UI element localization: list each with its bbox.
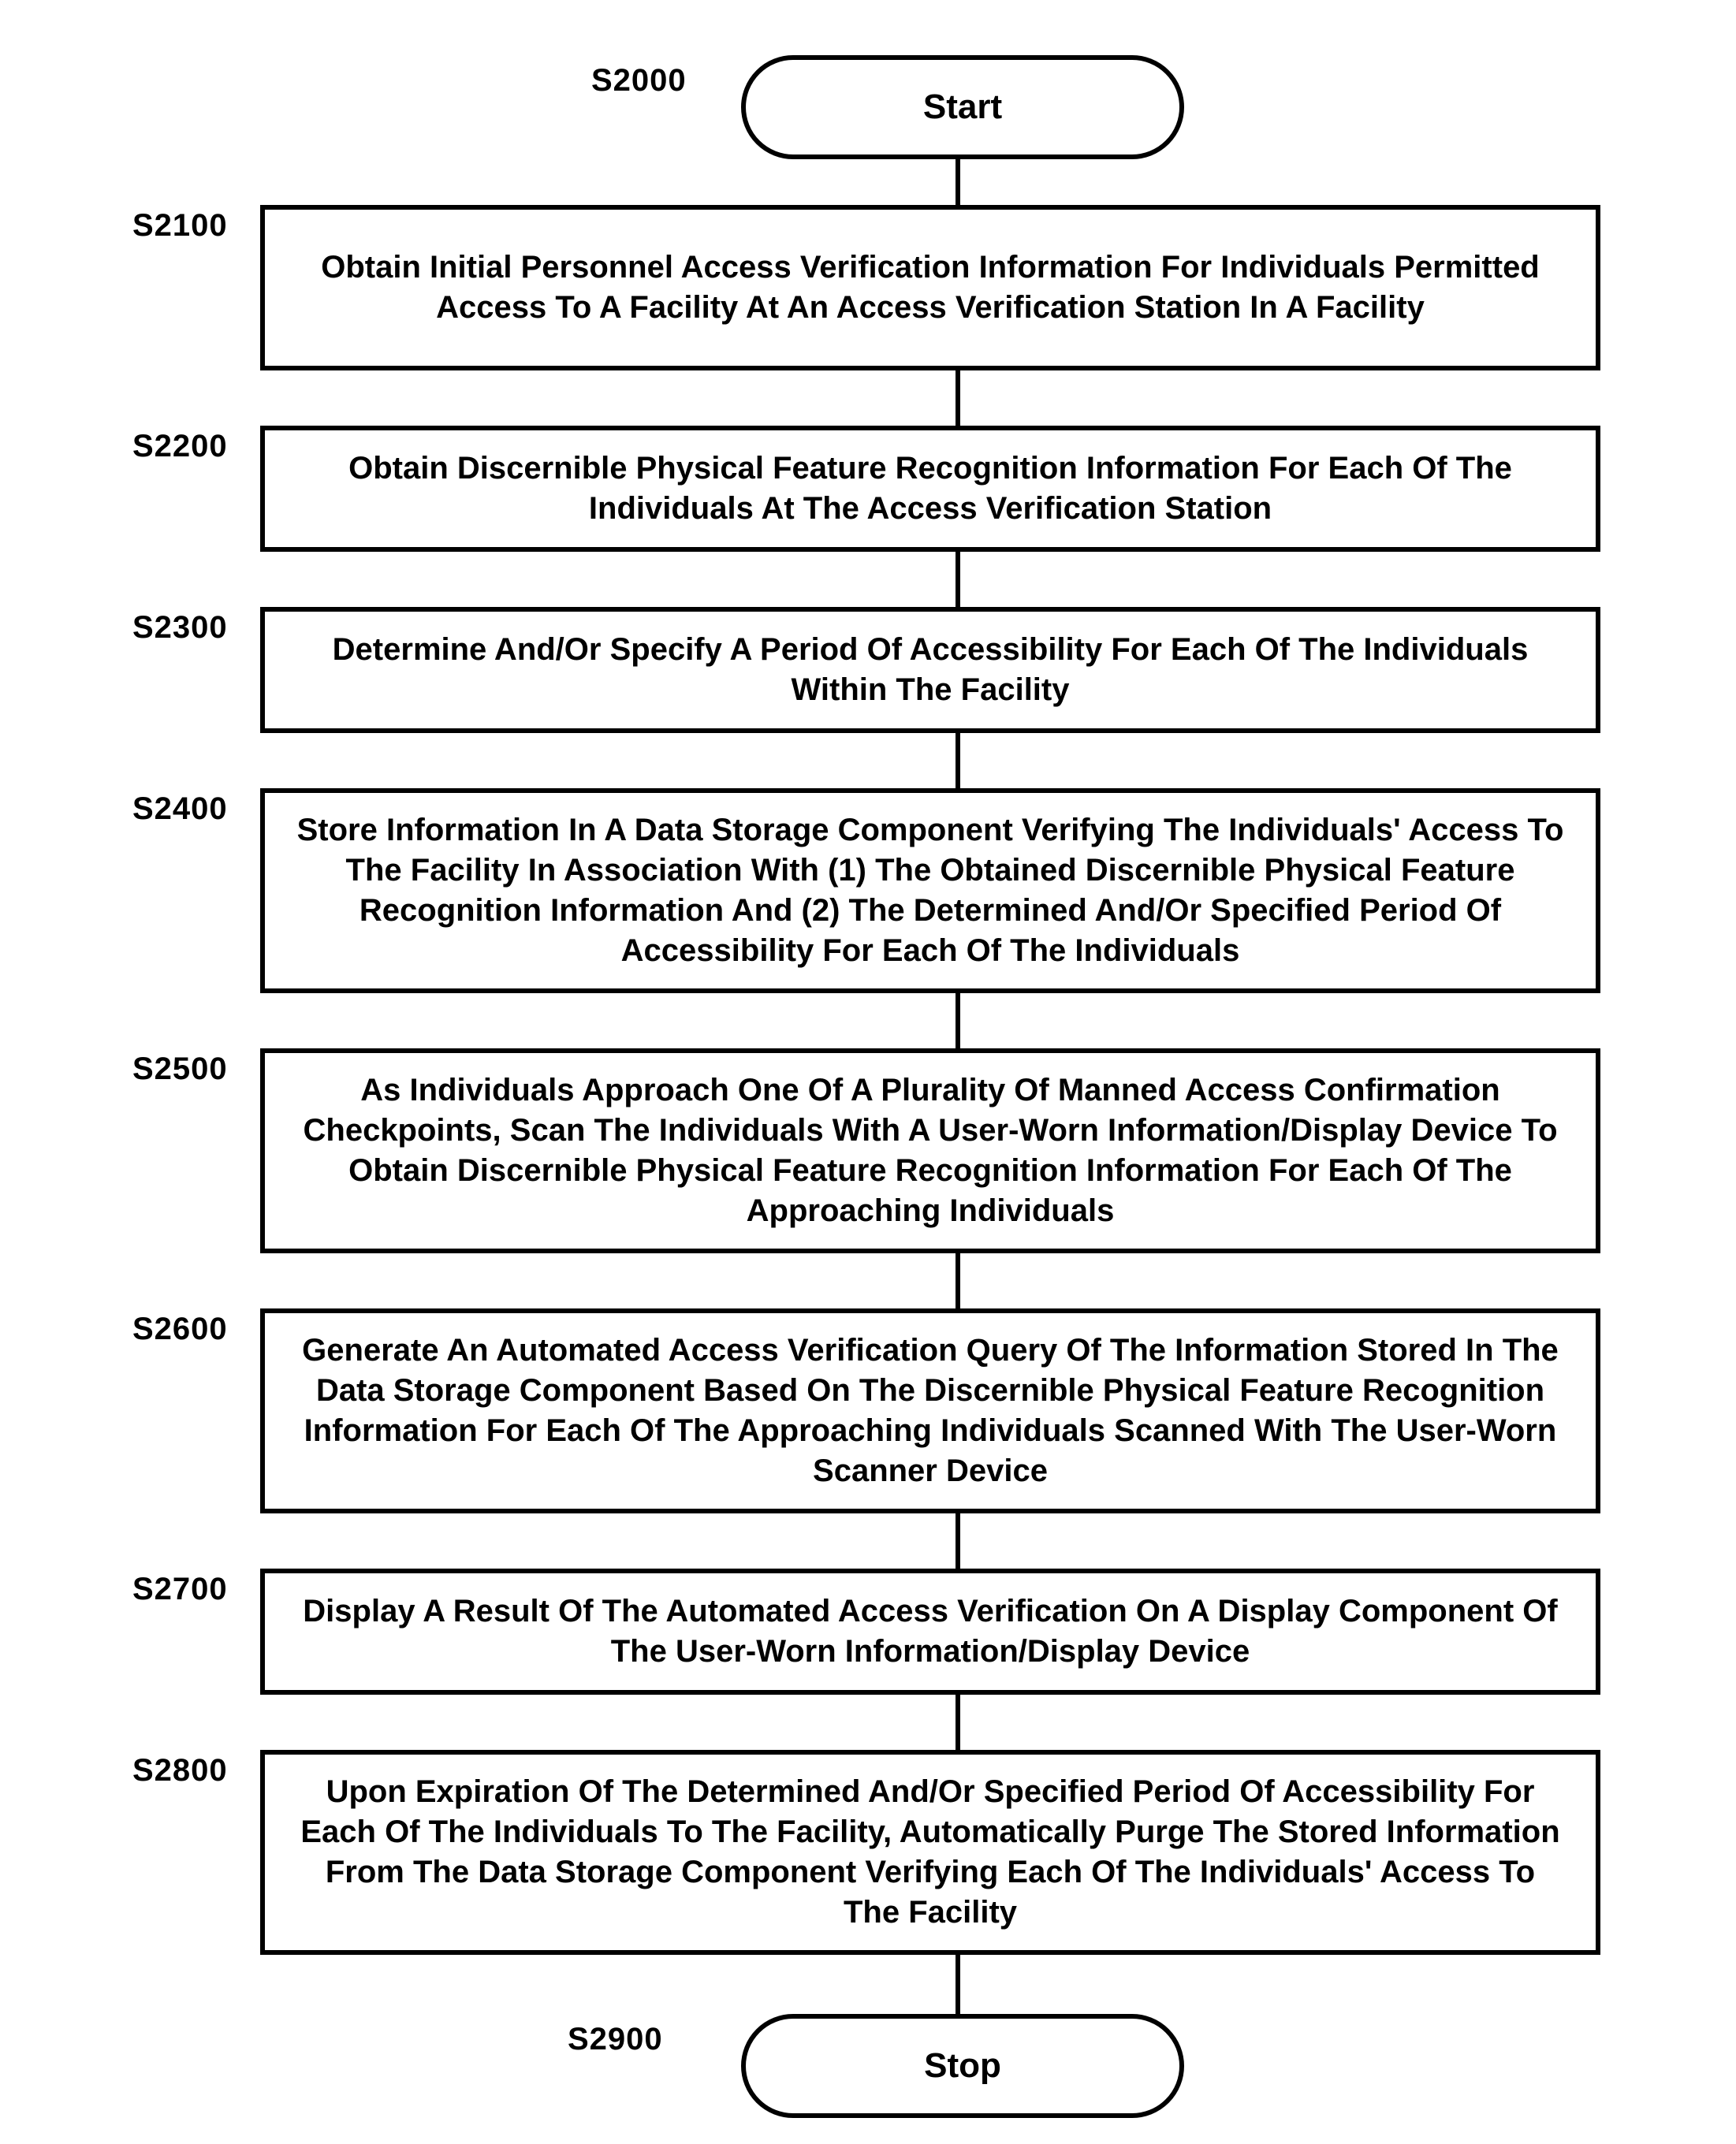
- step-label-S2400: S2400: [132, 791, 228, 827]
- step-label-S2200: S2200: [132, 429, 228, 464]
- process-text-p2300: Determine And/Or Specify A Period Of Acc…: [296, 630, 1564, 710]
- connector-1: [956, 370, 960, 426]
- connector-8: [956, 1955, 960, 2014]
- step-label-S2600: S2600: [132, 1312, 228, 1347]
- process-p2600: Generate An Automated Access Verificatio…: [260, 1308, 1600, 1513]
- connector-7: [956, 1695, 960, 1750]
- process-p2400: Store Information In A Data Storage Comp…: [260, 788, 1600, 993]
- process-text-p2400: Store Information In A Data Storage Comp…: [296, 810, 1564, 972]
- process-p2100: Obtain Initial Personnel Access Verifica…: [260, 205, 1600, 370]
- process-text-p2500: As Individuals Approach One Of A Plurali…: [296, 1070, 1564, 1232]
- connector-5: [956, 1253, 960, 1308]
- step-label-S2300: S2300: [132, 610, 228, 646]
- process-p2700: Display A Result Of The Automated Access…: [260, 1569, 1600, 1695]
- process-p2300: Determine And/Or Specify A Period Of Acc…: [260, 607, 1600, 733]
- terminal-stop: Stop: [741, 2014, 1184, 2118]
- process-text-p2100: Obtain Initial Personnel Access Verifica…: [296, 248, 1564, 328]
- terminal-label-stop: Stop: [924, 2046, 1001, 2086]
- flowchart-canvas: Start Stop Obtain Initial Personnel Access…: [0, 0, 1736, 2144]
- step-label-S2800: S2800: [132, 1753, 228, 1789]
- step-label-S2500: S2500: [132, 1052, 228, 1087]
- step-label-S2900: S2900: [568, 2022, 663, 2057]
- process-p2800: Upon Expiration Of The Determined And/Or…: [260, 1750, 1600, 1955]
- terminal-label-start: Start: [923, 87, 1002, 127]
- step-label-S2000: S2000: [591, 63, 687, 99]
- terminal-start: Start: [741, 55, 1184, 159]
- process-p2500: As Individuals Approach One Of A Plurali…: [260, 1048, 1600, 1253]
- connector-4: [956, 993, 960, 1048]
- connector-6: [956, 1513, 960, 1569]
- step-label-S2700: S2700: [132, 1572, 228, 1607]
- connector-2: [956, 552, 960, 607]
- process-p2200: Obtain Discernible Physical Feature Reco…: [260, 426, 1600, 552]
- process-text-p2200: Obtain Discernible Physical Feature Reco…: [296, 449, 1564, 529]
- step-label-S2100: S2100: [132, 208, 228, 244]
- process-text-p2800: Upon Expiration Of The Determined And/Or…: [296, 1772, 1564, 1934]
- process-text-p2700: Display A Result Of The Automated Access…: [296, 1591, 1564, 1672]
- process-text-p2600: Generate An Automated Access Verificatio…: [296, 1331, 1564, 1492]
- connector-3: [956, 733, 960, 788]
